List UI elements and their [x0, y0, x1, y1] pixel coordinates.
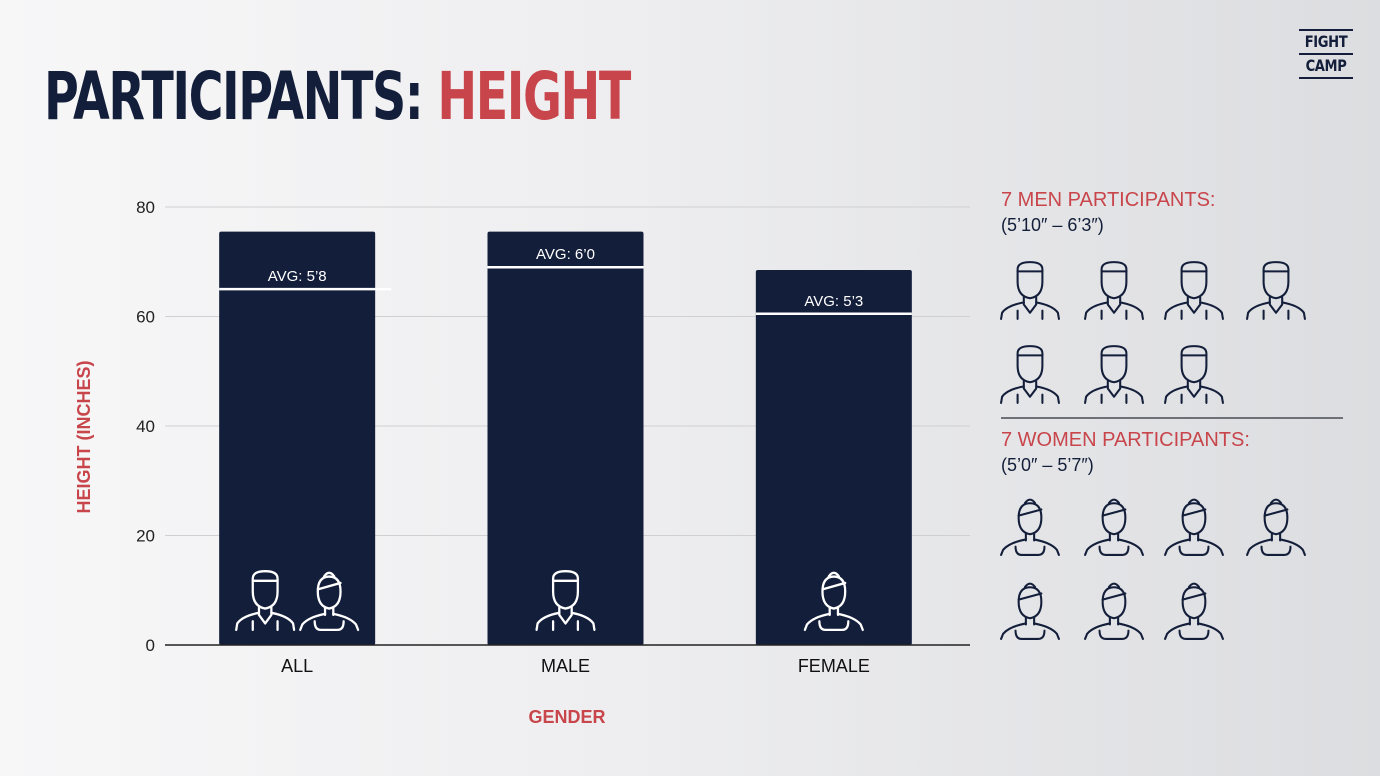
- man-icon: [1164, 261, 1224, 320]
- man-icon-bar-all: [235, 570, 296, 632]
- woman-icon-bar-female: [803, 571, 864, 632]
- man-icon: [1000, 345, 1060, 404]
- man-icon: [1164, 345, 1224, 404]
- men-panel-heading: 7 MEN PARTICIPANTS:: [1001, 189, 1216, 211]
- women-icons-svg: [1000, 498, 1306, 640]
- bar-female: [755, 269, 912, 645]
- panel-divider: [1001, 417, 1343, 419]
- man-icon: [1000, 261, 1060, 320]
- avg-label-female: AVG: 5’3: [804, 293, 863, 310]
- woman-icon-bar-all: [299, 571, 360, 632]
- women-panel-range: (5’0″ – 5’7″): [1001, 455, 1094, 475]
- woman-icon: [1000, 498, 1060, 556]
- chart-bars: AVG: 5’8 AVG: 6’0 AVG: 5’3: [219, 231, 912, 645]
- logo-rule-bottom: [1299, 77, 1353, 79]
- height-bar-chart: 0 20 40 60 80 AVG: 5’8 AVG: 6’0 AVG: 5’3 ALL MA…: [74, 198, 970, 727]
- woman-icon: [1246, 498, 1306, 556]
- women-panel-heading: 7 WOMEN PARTICIPANTS:: [1001, 429, 1250, 451]
- y-axis-title: HEIGHT (INCHES): [74, 360, 94, 513]
- slide-title-main: PARTICIPANTS:: [44, 58, 438, 135]
- y-tick-label: 80: [136, 198, 155, 217]
- logo-line-1: FIGHT: [1304, 32, 1348, 51]
- y-tick-label: 20: [136, 527, 155, 546]
- woman-icon: [1164, 582, 1224, 640]
- women-participants-panel: 7 WOMEN PARTICIPANTS: (5’0″ – 5’7″): [1001, 428, 1250, 476]
- bar-male: [487, 231, 644, 645]
- avg-label-all: AVG: 5’8: [268, 268, 327, 285]
- x-tick-label: FEMALE: [798, 656, 870, 676]
- woman-icon: [1084, 498, 1144, 556]
- men-participants-panel: 7 MEN PARTICIPANTS: (5’10″ – 6’3″): [1001, 188, 1215, 236]
- y-tick-label: 0: [146, 636, 155, 655]
- man-icon: [1084, 345, 1144, 404]
- x-tick-label: MALE: [541, 656, 590, 676]
- x-axis-ticks: ALL MALE FEMALE: [281, 656, 870, 676]
- x-axis-title: GENDER: [528, 707, 605, 727]
- fightcamp-logo: FIGHT CAMP: [1299, 28, 1353, 80]
- woman-icon: [1084, 582, 1144, 640]
- men-icons-svg: [1000, 261, 1306, 404]
- logo-rule-top: [1299, 29, 1353, 31]
- man-icon: [1084, 261, 1144, 320]
- woman-icon: [1000, 582, 1060, 640]
- slide-title-accent: HEIGHT: [437, 58, 631, 135]
- y-tick-label: 60: [136, 308, 155, 327]
- bar-all: [219, 231, 376, 645]
- y-axis-ticks: 0 20 40 60 80: [136, 198, 155, 655]
- man-icon: [1246, 261, 1306, 320]
- logo-rule-middle: [1299, 53, 1353, 55]
- x-tick-label: ALL: [281, 656, 313, 676]
- man-icon-bar-male: [535, 570, 596, 632]
- avg-label-male: AVG: 6’0: [536, 246, 595, 263]
- men-panel-range: (5’10″ – 6’3″): [1001, 215, 1104, 235]
- logo-line-2: CAMP: [1305, 56, 1347, 75]
- woman-icon: [1164, 498, 1224, 556]
- y-tick-label: 40: [136, 417, 155, 436]
- slide-title: PARTICIPANTS: HEIGHT: [44, 58, 631, 135]
